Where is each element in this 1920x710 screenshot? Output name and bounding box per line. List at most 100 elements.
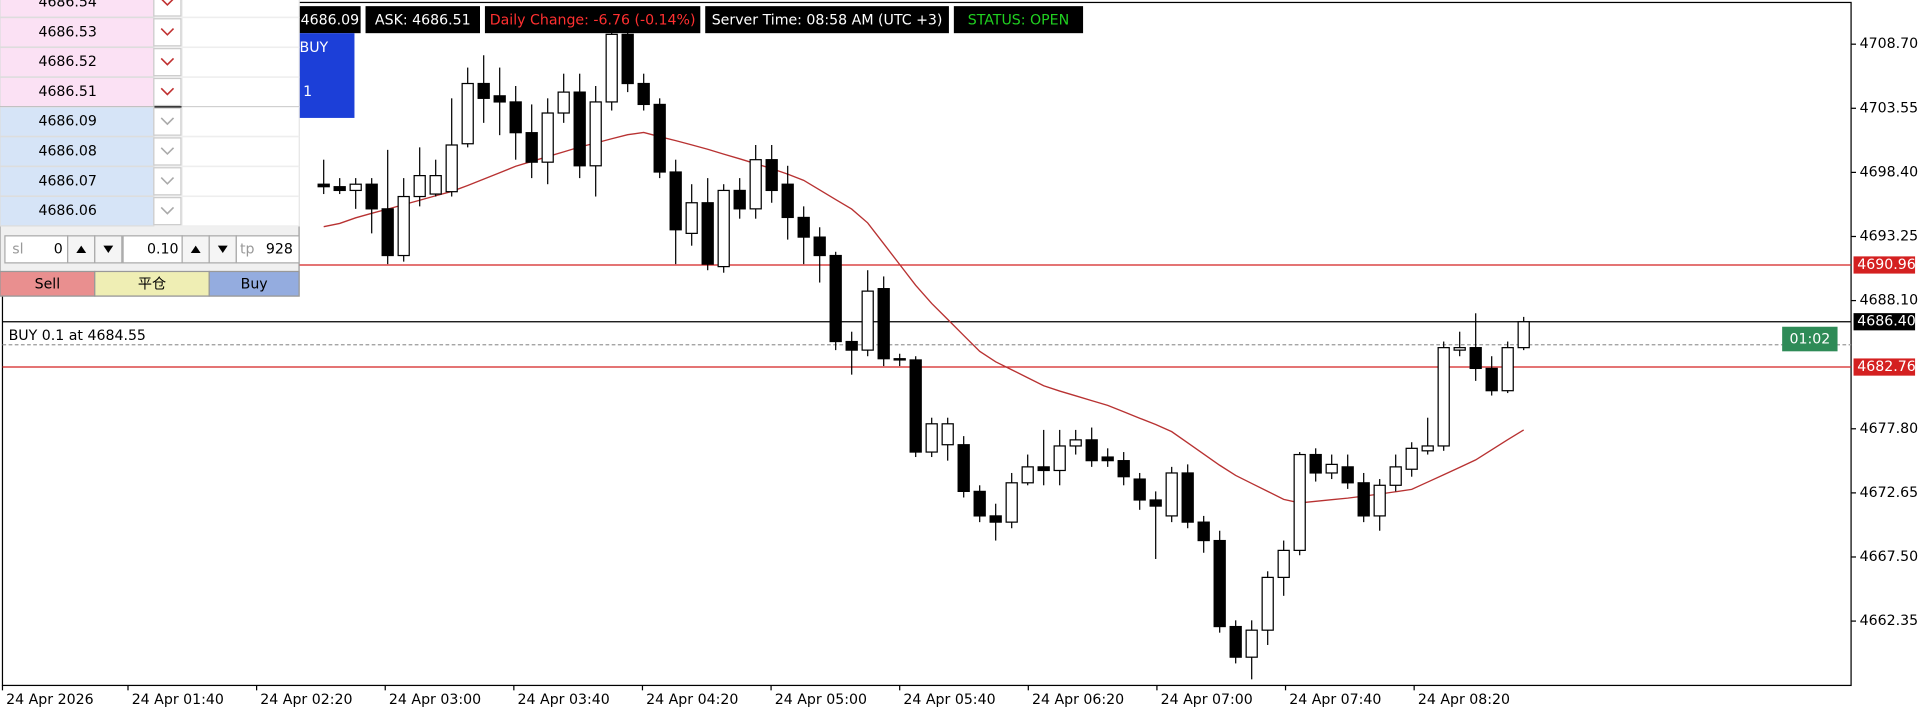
depth-price: 4686.54 bbox=[38, 0, 96, 10]
candle-body bbox=[701, 202, 714, 265]
candle-body bbox=[413, 175, 426, 198]
header-box bbox=[365, 6, 480, 34]
candle-body bbox=[621, 33, 634, 85]
header-ask: ASK: 4686.51 bbox=[375, 12, 471, 28]
chevron bbox=[160, 177, 175, 185]
candle-body bbox=[989, 515, 1002, 523]
depth-dropdown[interactable] bbox=[153, 18, 182, 47]
moving-average bbox=[323, 131, 1525, 504]
order-panel: 4686.54 4686.53 4686.52 4686.51 4686.09 4686.… bbox=[0, 0, 300, 297]
action-button[interactable] bbox=[0, 270, 96, 297]
candle-body bbox=[365, 183, 378, 210]
action-button[interactable] bbox=[94, 270, 210, 297]
header-box bbox=[299, 6, 361, 34]
candle-body bbox=[797, 216, 810, 238]
depth-dropdown[interactable] bbox=[153, 77, 182, 107]
tp-input[interactable] bbox=[235, 235, 300, 264]
timer-box bbox=[1782, 326, 1838, 352]
spin-arrow bbox=[103, 245, 114, 254]
depth-dropdown[interactable] bbox=[153, 107, 182, 136]
candle-body bbox=[733, 189, 746, 210]
x-tick-label: 24 Apr 04:20 bbox=[646, 692, 738, 708]
candle-body bbox=[813, 236, 826, 257]
x-tick-label: 24 Apr 06:20 bbox=[1032, 692, 1124, 708]
candle-body bbox=[1133, 478, 1146, 501]
depth-dropdown[interactable] bbox=[153, 137, 182, 166]
header-status: STATUS: OPEN bbox=[968, 12, 1069, 28]
chevron bbox=[160, 206, 175, 215]
header-box bbox=[705, 6, 949, 34]
price-marker-label: 4686.40 bbox=[1857, 314, 1915, 330]
chevron bbox=[160, 117, 175, 126]
candle-body bbox=[1005, 482, 1018, 523]
depth-dropdown[interactable] bbox=[153, 167, 182, 196]
depth-price: 4686.06 bbox=[38, 203, 96, 219]
depth-cell bbox=[181, 76, 300, 108]
depth-price: 4686.07 bbox=[38, 173, 96, 189]
y-tick-label: 4688.10 bbox=[1860, 293, 1918, 309]
x-tick-label: 24 Apr 03:00 bbox=[389, 692, 481, 708]
candle-body bbox=[1101, 456, 1114, 462]
candle-body bbox=[653, 103, 666, 173]
candle-body bbox=[1309, 453, 1322, 474]
y-tick-label: 4662.35 bbox=[1860, 613, 1918, 629]
buy-box bbox=[290, 33, 355, 118]
candle-body bbox=[909, 359, 922, 453]
candle-body bbox=[557, 91, 570, 114]
candle-body bbox=[1245, 629, 1258, 658]
depth-price: 4686.09 bbox=[38, 114, 96, 130]
x-tick-label: 24 Apr 2026 bbox=[6, 692, 93, 708]
x-tick-label: 24 Apr 02:20 bbox=[260, 692, 352, 708]
spin-arrow bbox=[76, 245, 87, 254]
chevron bbox=[161, 0, 174, 7]
lots-input[interactable] bbox=[122, 235, 183, 264]
candle-body bbox=[1069, 439, 1082, 447]
candle-body bbox=[685, 202, 698, 234]
candle-body bbox=[717, 189, 730, 268]
price-marker-label: 4682.76 bbox=[1857, 359, 1915, 375]
spin-arrow bbox=[217, 245, 228, 254]
candle-body bbox=[429, 175, 442, 195]
candle-body bbox=[1485, 367, 1498, 392]
candle-body bbox=[349, 183, 362, 192]
candle-body bbox=[397, 195, 410, 257]
candle-body bbox=[1453, 347, 1466, 351]
sl-input[interactable] bbox=[4, 235, 69, 264]
candle-body bbox=[525, 132, 538, 163]
price-marker-label: 4690.96 bbox=[1857, 257, 1915, 273]
price-marker bbox=[1853, 313, 1916, 331]
chevron bbox=[160, 87, 175, 96]
candle-body bbox=[941, 423, 954, 446]
candle-body bbox=[637, 82, 650, 106]
candle-body bbox=[1437, 347, 1450, 447]
chevron bbox=[160, 28, 175, 36]
depth-dropdown[interactable] bbox=[153, 0, 182, 17]
header-daily-change: Daily Change: -6.76 (-0.14%) bbox=[490, 12, 696, 28]
candle-body bbox=[1165, 472, 1178, 517]
depth-cell bbox=[181, 106, 300, 137]
spin-arrow bbox=[190, 245, 201, 254]
candle-body bbox=[957, 444, 970, 493]
candle-body bbox=[1085, 439, 1098, 462]
action-button[interactable] bbox=[208, 270, 300, 297]
action-button-label: 平仓 bbox=[138, 276, 166, 292]
candle-body bbox=[1053, 445, 1066, 472]
depth-price: 4686.53 bbox=[38, 24, 96, 40]
x-tick-label: 24 Apr 03:40 bbox=[518, 692, 610, 708]
spin-up[interactable] bbox=[181, 235, 210, 264]
depth-dropdown[interactable] bbox=[153, 48, 182, 77]
y-tick-label: 4672.65 bbox=[1860, 485, 1918, 501]
y-tick-label: 4698.40 bbox=[1860, 164, 1918, 180]
depth-cell bbox=[181, 16, 300, 48]
candle-body bbox=[573, 91, 586, 167]
x-tick-label: 24 Apr 01:40 bbox=[132, 692, 224, 708]
candle-body bbox=[749, 159, 762, 210]
buy-box-label: BUY bbox=[299, 40, 328, 56]
candle-body bbox=[541, 112, 554, 163]
candle-body bbox=[1405, 447, 1418, 470]
depth-dropdown[interactable] bbox=[153, 197, 182, 226]
candle-body bbox=[605, 33, 618, 103]
depth-cell bbox=[181, 46, 300, 78]
candle-body bbox=[589, 101, 602, 167]
